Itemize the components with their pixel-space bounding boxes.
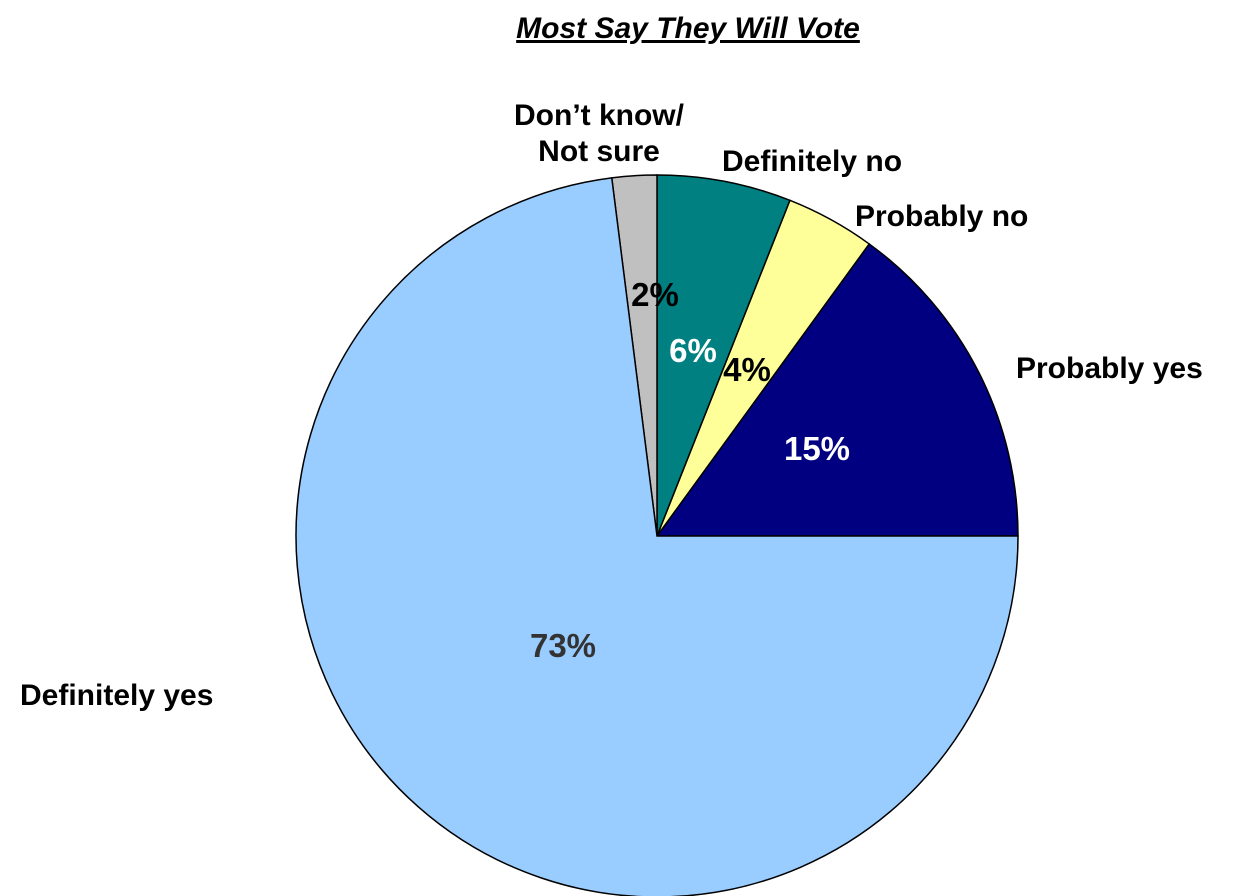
slice-category-label: Probably yes	[1016, 352, 1203, 385]
pie-slice	[656, 174, 791, 537]
slice-category-label: Definitely no	[722, 145, 902, 178]
chart-title: Most Say They Will Vote	[516, 12, 860, 45]
slice-value-label: 15%	[784, 430, 850, 467]
slice-value-label: 4%	[723, 351, 771, 388]
slice-value-label: 2%	[631, 276, 679, 313]
slice-value-label: 73%	[530, 627, 596, 664]
slice-category-label: Probably no	[855, 200, 1028, 233]
slice-category-label: Definitely yes	[20, 679, 213, 712]
pie-slice	[655, 242, 1019, 537]
pie-slice	[295, 177, 1019, 896]
slice-category-label: Don’t know/Not sure	[514, 99, 685, 168]
slice-value-label: 6%	[669, 332, 717, 369]
